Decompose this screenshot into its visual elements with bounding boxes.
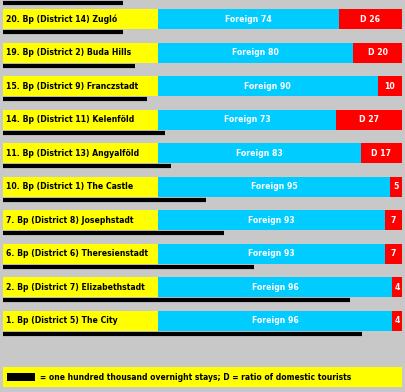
Text: Foreign 73: Foreign 73 — [224, 115, 271, 124]
FancyBboxPatch shape — [158, 76, 377, 96]
FancyBboxPatch shape — [3, 109, 158, 129]
Text: 4: 4 — [394, 283, 400, 292]
FancyBboxPatch shape — [158, 9, 339, 29]
FancyBboxPatch shape — [158, 277, 392, 297]
FancyBboxPatch shape — [158, 109, 336, 129]
Text: D 26: D 26 — [360, 15, 380, 24]
FancyBboxPatch shape — [392, 277, 402, 297]
Text: 7. Bp (District 8) Josephstadt: 7. Bp (District 8) Josephstadt — [6, 216, 134, 225]
FancyBboxPatch shape — [3, 210, 158, 230]
FancyBboxPatch shape — [158, 210, 385, 230]
FancyBboxPatch shape — [360, 143, 402, 163]
FancyBboxPatch shape — [3, 9, 158, 29]
FancyBboxPatch shape — [7, 373, 35, 381]
FancyBboxPatch shape — [3, 243, 158, 263]
Text: 1. Bp (District 5) The City: 1. Bp (District 5) The City — [6, 316, 117, 325]
FancyBboxPatch shape — [392, 310, 402, 330]
Text: Foreign 96: Foreign 96 — [252, 316, 298, 325]
Text: Foreign 93: Foreign 93 — [248, 216, 295, 225]
FancyBboxPatch shape — [158, 310, 392, 330]
Text: 11. Bp (District 13) Angyalföld: 11. Bp (District 13) Angyalföld — [6, 149, 139, 158]
FancyBboxPatch shape — [3, 76, 158, 96]
Text: 20. Bp (District 14) Zugló: 20. Bp (District 14) Zugló — [6, 14, 117, 24]
FancyBboxPatch shape — [336, 109, 402, 129]
Text: Foreign 95: Foreign 95 — [251, 182, 297, 191]
Text: 6. Bp (District 6) Theresienstadt: 6. Bp (District 6) Theresienstadt — [6, 249, 148, 258]
FancyBboxPatch shape — [390, 176, 402, 196]
Text: 14. Bp (District 11) Kelenföld: 14. Bp (District 11) Kelenföld — [6, 115, 134, 124]
Text: D 27: D 27 — [359, 115, 379, 124]
Text: Foreign 83: Foreign 83 — [236, 149, 283, 158]
FancyBboxPatch shape — [3, 277, 158, 297]
Text: D 17: D 17 — [371, 149, 391, 158]
FancyBboxPatch shape — [3, 176, 158, 196]
Text: 10. Bp (District 1) The Castle: 10. Bp (District 1) The Castle — [6, 182, 133, 191]
FancyBboxPatch shape — [339, 9, 402, 29]
FancyBboxPatch shape — [3, 310, 158, 330]
FancyBboxPatch shape — [158, 176, 390, 196]
Text: Foreign 93: Foreign 93 — [248, 249, 295, 258]
FancyBboxPatch shape — [377, 76, 402, 96]
Text: Foreign 80: Foreign 80 — [232, 48, 279, 57]
Text: 15. Bp (District 9) Franczstadt: 15. Bp (District 9) Franczstadt — [6, 82, 138, 91]
FancyBboxPatch shape — [158, 243, 385, 263]
Text: Foreign 74: Foreign 74 — [225, 15, 272, 24]
FancyBboxPatch shape — [158, 42, 353, 62]
Text: 5: 5 — [393, 182, 399, 191]
Text: Foreign 90: Foreign 90 — [245, 82, 291, 91]
Text: 7: 7 — [391, 216, 396, 225]
FancyBboxPatch shape — [385, 210, 402, 230]
Text: Foreign 96: Foreign 96 — [252, 283, 298, 292]
FancyBboxPatch shape — [3, 367, 402, 387]
Text: D 20: D 20 — [368, 48, 388, 57]
FancyBboxPatch shape — [353, 42, 402, 62]
Text: 10: 10 — [384, 82, 395, 91]
FancyBboxPatch shape — [158, 143, 360, 163]
Text: 4: 4 — [394, 316, 400, 325]
FancyBboxPatch shape — [3, 143, 158, 163]
Text: 7: 7 — [391, 249, 396, 258]
Text: 19. Bp (District 2) Buda Hills: 19. Bp (District 2) Buda Hills — [6, 48, 131, 57]
FancyBboxPatch shape — [385, 243, 402, 263]
Text: 2. Bp (District 7) Elizabethstadt: 2. Bp (District 7) Elizabethstadt — [6, 283, 145, 292]
Text: = one hundred thousand overnight stays; D = ratio of domestic tourists: = one hundred thousand overnight stays; … — [40, 372, 351, 381]
FancyBboxPatch shape — [3, 42, 158, 62]
